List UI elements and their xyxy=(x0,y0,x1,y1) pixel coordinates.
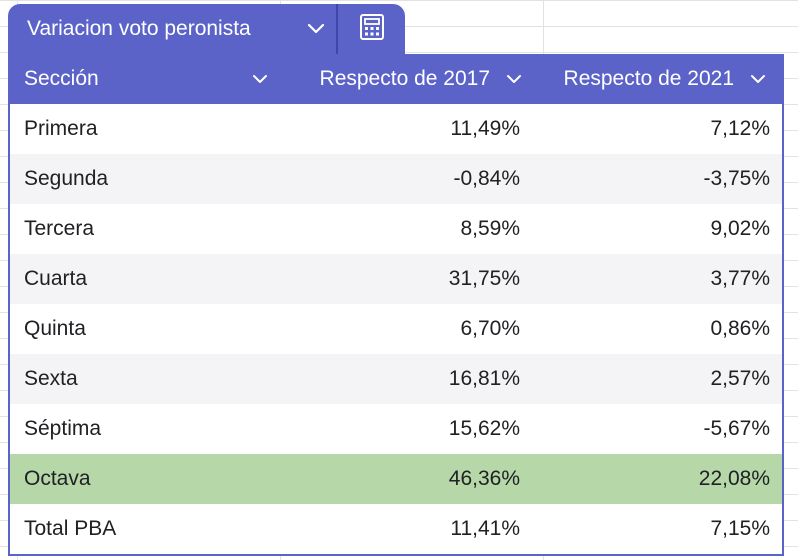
cell-2017[interactable]: 15,62% xyxy=(448,417,520,440)
cell-2017[interactable]: 6,70% xyxy=(460,317,520,340)
cell-seccion[interactable]: Quinta xyxy=(24,317,86,340)
cell-2021[interactable]: 0,86% xyxy=(710,317,770,340)
cell-2017[interactable]: 11,49% xyxy=(450,117,520,140)
cell-2021[interactable]: 22,08% xyxy=(698,467,770,490)
table-tab-bar: Variacion voto peronista xyxy=(8,4,405,54)
table-row[interactable]: Séptima 15,62% -5,67% xyxy=(10,404,782,454)
calculator-button[interactable] xyxy=(338,4,405,54)
chevron-down-icon[interactable] xyxy=(296,23,336,35)
table-name-tab[interactable]: Variacion voto peronista xyxy=(8,4,336,54)
chevron-down-icon[interactable] xyxy=(750,74,766,84)
cell-2021[interactable]: 9,02% xyxy=(710,217,770,240)
cell-seccion[interactable]: Cuarta xyxy=(24,267,88,290)
cell-seccion[interactable]: Séptima xyxy=(24,417,102,440)
cell-2021[interactable]: 2,57% xyxy=(710,367,770,390)
cell-2017[interactable]: 31,75% xyxy=(448,267,520,290)
cell-2017[interactable]: 16,81% xyxy=(448,367,520,390)
column-header-2017[interactable]: Respecto de 2017 xyxy=(280,54,538,104)
table-title: Variacion voto peronista xyxy=(27,17,251,40)
column-header-label: Respecto de 2021 xyxy=(563,67,734,90)
data-table: Sección Respecto de 2017 Respecto de 202… xyxy=(8,54,784,556)
cell-seccion[interactable]: Total PBA xyxy=(24,517,117,540)
cell-seccion[interactable]: Segunda xyxy=(24,167,109,190)
column-header-label: Respecto de 2017 xyxy=(319,67,490,90)
table-row[interactable]: Quinta 6,70% 0,86% xyxy=(10,304,782,354)
cell-2017[interactable]: 46,36% xyxy=(448,467,520,490)
chevron-down-icon[interactable] xyxy=(506,74,522,84)
cell-2021[interactable]: 3,77% xyxy=(710,267,770,290)
table-row[interactable]: Sexta 16,81% 2,57% xyxy=(10,354,782,404)
cell-seccion[interactable]: Primera xyxy=(24,117,98,140)
table-row[interactable]: Tercera 8,59% 9,02% xyxy=(10,204,782,254)
table-row-highlighted[interactable]: Octava 46,36% 22,08% xyxy=(10,454,782,504)
table-row[interactable]: Cuarta 31,75% 3,77% xyxy=(10,254,782,304)
cell-seccion[interactable]: Sexta xyxy=(24,367,78,390)
tab-divider xyxy=(336,4,338,54)
table-row-total[interactable]: Total PBA 11,41% 7,15% xyxy=(10,504,782,554)
cell-2017[interactable]: 8,59% xyxy=(460,217,520,240)
table-widget: Variacion voto peronista xyxy=(8,4,784,560)
table-row[interactable]: Segunda -0,84% -3,75% xyxy=(10,154,782,204)
cell-2021[interactable]: -3,75% xyxy=(703,167,770,190)
cell-seccion[interactable]: Tercera xyxy=(24,217,95,240)
column-header-seccion[interactable]: Sección xyxy=(10,54,280,104)
cell-seccion[interactable]: Octava xyxy=(24,467,91,490)
cell-2021[interactable]: 7,12% xyxy=(710,117,770,140)
cell-2021[interactable]: -5,67% xyxy=(703,417,770,440)
cell-2017[interactable]: 11,41% xyxy=(450,517,520,540)
cell-2017[interactable]: -0,84% xyxy=(453,167,520,190)
calculator-icon xyxy=(359,13,385,46)
column-header-label: Sección xyxy=(24,67,99,90)
table-row[interactable]: Primera 11,49% 7,12% xyxy=(10,104,782,154)
cell-2021[interactable]: 7,15% xyxy=(710,517,770,540)
column-header-2021[interactable]: Respecto de 2021 xyxy=(538,54,782,104)
table-header: Sección Respecto de 2017 Respecto de 202… xyxy=(10,54,782,104)
chevron-down-icon[interactable] xyxy=(252,74,268,84)
